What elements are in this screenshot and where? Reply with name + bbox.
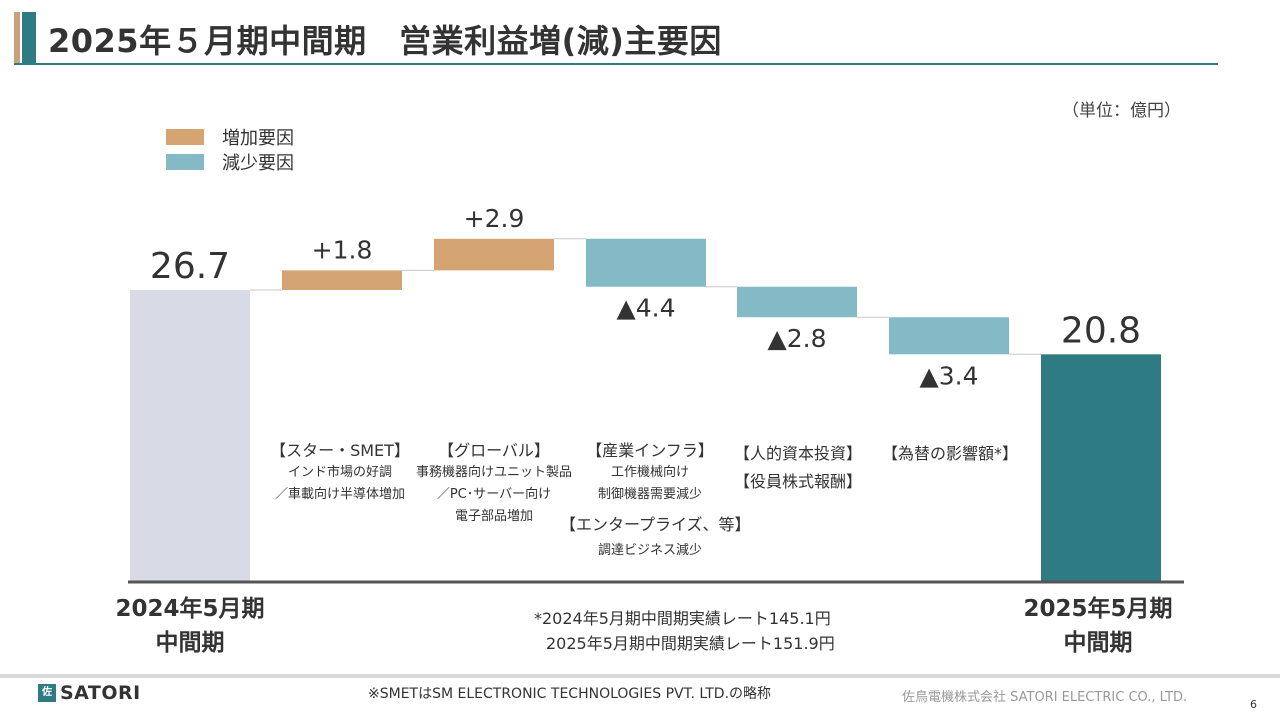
caption-line: 制御機器需要減少 xyxy=(597,487,702,502)
caption-head: 【エンタープライズ、等】 xyxy=(560,515,751,534)
satori-logo-text: SATORI xyxy=(60,682,141,704)
data-label-2: +2.9 xyxy=(464,204,525,233)
legend-swatch-decrease xyxy=(166,154,204,170)
data-label-0: 26.7 xyxy=(150,246,230,287)
x-label-start-line1: 2024年5月期 xyxy=(115,596,265,622)
x-label-end-line2: 中間期 xyxy=(1063,630,1133,656)
caption-head: 【グローバル】 xyxy=(438,441,550,460)
caption-head: 【産業インフラ】 xyxy=(586,441,714,460)
bar-end-6 xyxy=(1041,354,1161,581)
unit-label: （単位：億円） xyxy=(1062,101,1181,121)
bar-decrease-5 xyxy=(889,317,1009,355)
caption-line: 事務機器向けユニット製品 xyxy=(415,465,572,480)
page-number: 6 xyxy=(1250,698,1257,711)
caption-line: 工作機械向け xyxy=(610,465,689,480)
x-label-start: 2024年5月期 中間期 xyxy=(90,592,290,660)
caption-head: 【人的資本投資】 xyxy=(733,444,862,463)
bar-increase-1 xyxy=(282,270,402,290)
satori-logo-icon: 佐 xyxy=(38,684,56,702)
caption-head: 【役員株式報酬】 xyxy=(733,472,862,491)
caption-head: 【スター・SMET】 xyxy=(270,441,410,460)
data-label-6: 20.8 xyxy=(1061,310,1141,351)
legend-label-increase: 増加要因 xyxy=(222,128,294,149)
data-label-4: ▲2.8 xyxy=(768,324,827,353)
header-accent-bar xyxy=(14,12,20,64)
fx-rate-note: *2024年5月期中間期実績レート145.1円 2025年5月期中間期実績レート… xyxy=(534,606,835,656)
bar-decrease-4 xyxy=(737,286,857,318)
fx-rate-line2: 2025年5月期中間期実績レート151.9円 xyxy=(546,634,835,653)
caption-star-smet: 【スター・SMET】 インド市場の好調 ／車載向け半導体増加 xyxy=(248,440,432,506)
caption-human-capital: 【人的資本投資】 【役員株式報酬】 xyxy=(718,440,878,496)
caption-line: インド市場の好調 xyxy=(287,465,392,480)
bar-increase-2 xyxy=(434,238,554,271)
caption-line: 調達ビジネス減少 xyxy=(597,543,702,558)
page-title: 2025年５月期中間期 営業利益増(減)主要因 xyxy=(48,22,722,60)
header-divider xyxy=(14,63,1218,65)
legend-swatch-increase xyxy=(166,129,204,145)
bar-decrease-3 xyxy=(586,238,706,287)
caption-industrial-infra: 【産業インフラ】 工作機械向け 制御機器需要減少 xyxy=(560,440,740,506)
fx-rate-line1: *2024年5月期中間期実績レート145.1円 xyxy=(534,609,831,628)
caption-fx-impact: 【為替の影響額*】 xyxy=(870,440,1030,468)
caption-line: ／車載向け半導体増加 xyxy=(274,487,405,502)
legend-label-decrease: 減少要因 xyxy=(222,153,294,174)
caption-line: 電子部品増加 xyxy=(454,509,533,524)
caption-global: 【グローバル】 事務機器向けユニット製品 ／PC･サーバー向け 電子部品増加 xyxy=(404,440,584,528)
data-label-3: ▲4.4 xyxy=(617,294,676,323)
company-name: 佐鳥電機株式会社 SATORI ELECTRIC CO., LTD. xyxy=(902,690,1188,705)
caption-head: 【為替の影響額*】 xyxy=(881,444,1018,463)
bar-start-0 xyxy=(130,290,250,581)
caption-enterprise: 【エンタープライズ、等】 調達ビジネス減少 xyxy=(560,514,751,562)
header-accent-block xyxy=(22,12,36,64)
data-label-5: ▲3.4 xyxy=(920,361,979,390)
x-label-end-line1: 2025年5月期 xyxy=(1023,596,1173,622)
footer-divider xyxy=(0,674,1280,678)
caption-line: ／PC･サーバー向け xyxy=(436,487,552,502)
footnote: ※SMETはSM ELECTRONIC TECHNOLOGIES PVT. LT… xyxy=(368,686,772,702)
data-label-1: +1.8 xyxy=(312,235,373,264)
x-label-end: 2025年5月期 中間期 xyxy=(998,592,1198,660)
x-label-start-line2: 中間期 xyxy=(155,630,225,656)
